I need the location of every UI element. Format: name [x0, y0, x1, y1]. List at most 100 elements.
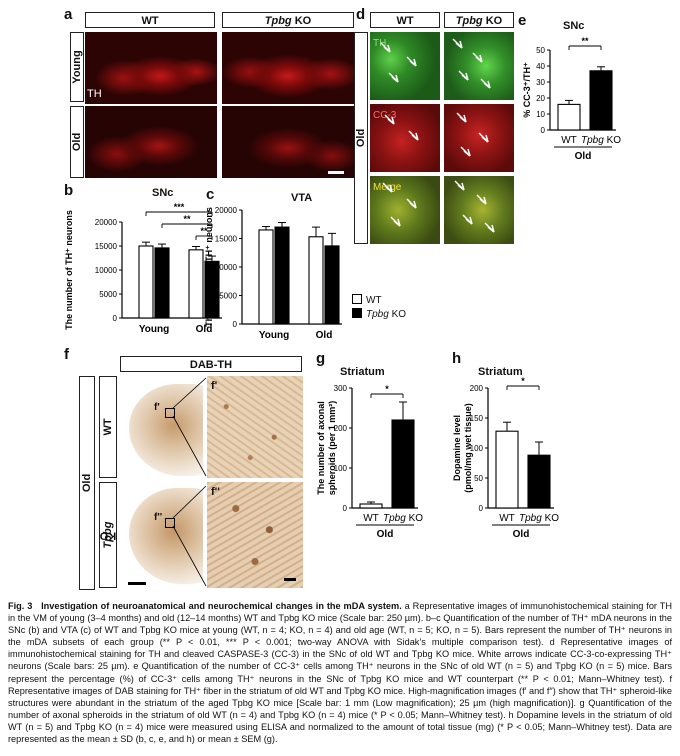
y-axis-label: Dopamine level [452, 415, 462, 481]
arrow-marker [462, 214, 473, 225]
arrow-marker [460, 146, 471, 157]
x-group-label: Old [196, 324, 213, 335]
y-tick-label: 30 [536, 78, 545, 87]
panel-a-row-old: Old [70, 106, 84, 178]
sig-label: ** [200, 226, 208, 236]
y-tick-label: 20 [536, 94, 545, 103]
y-tick-label: 5000 [219, 292, 237, 301]
panel-a-header-wt: WT [85, 12, 215, 28]
dab-ko-low [119, 482, 203, 588]
y-axis-label-2: (pmol/mg wet tissue) [463, 403, 473, 493]
y-axis-label: % CC-3⁺/TH⁺ [522, 62, 532, 118]
panel-e-title: SNc [563, 20, 585, 32]
panel-f-header: DAB-TH [120, 356, 302, 372]
y-tick-label: 0 [541, 126, 546, 135]
roi-box-f1 [165, 408, 175, 418]
bar-ko [391, 419, 415, 509]
arrow-marker [480, 78, 491, 89]
panel-a-stain-label: TH [87, 88, 102, 100]
y-tick-label: 0 [113, 314, 118, 323]
panel-b-title: SNc [152, 187, 174, 199]
panel-h-label: h [452, 350, 462, 367]
bar-wt-young [258, 229, 274, 325]
y-tick-label: 100 [470, 444, 484, 453]
x-tick-label: Tpbg KO [383, 513, 423, 524]
y-tick-label: 15000 [95, 242, 118, 251]
dab-ko-high [207, 482, 303, 588]
y-tick-label: 5000 [99, 290, 117, 299]
y-axis-label: The number of TH⁺ neurons [64, 210, 74, 330]
bar-ko [589, 70, 613, 131]
bar-wt-old [308, 236, 324, 325]
y-tick-label: 100 [334, 464, 348, 473]
x-group-label: Old [316, 330, 333, 341]
figure-caption: Fig. 3 Investigation of neuroanatomical … [8, 600, 672, 745]
x-group-label: Old [513, 529, 530, 540]
x-tick-label: WT [363, 513, 379, 524]
y-tick-label: 10000 [215, 263, 238, 272]
scale-bar-f-high [284, 578, 296, 581]
x-group-label: Young [139, 324, 169, 335]
x-group-label: Old [377, 529, 394, 540]
legend-item-wt: WT [352, 294, 406, 308]
x-tick-label: WT [561, 135, 577, 146]
sig-label: * [521, 376, 525, 386]
y-tick-label: 0 [233, 320, 238, 329]
arrow-marker [384, 114, 395, 125]
sig-label: * [385, 384, 389, 394]
arrow-marker [458, 70, 469, 81]
label-f2-high: f'' [211, 486, 220, 498]
panel-e-label: e [518, 12, 527, 29]
chart-g: 0 100 200 300 WT Tpbg KO Old The number of axon… [316, 384, 423, 540]
y-tick-label: 0 [479, 504, 484, 513]
panel-d-header-ko: Tpbg KO [444, 12, 514, 28]
y-tick-label: 200 [470, 384, 484, 393]
arrow-marker [408, 130, 419, 141]
caption-body: a Representative images of immunohistoch… [8, 601, 672, 745]
arrow-marker [380, 42, 391, 53]
x-group-label: Young [259, 330, 289, 341]
micrograph-a-ko-old [222, 106, 354, 178]
arrow-marker [456, 112, 467, 123]
panel-g-title: Striatum [340, 366, 385, 378]
y-tick-label: 20000 [215, 206, 238, 215]
panel-d-row-old: Old [354, 32, 368, 244]
arrow-marker [452, 38, 463, 49]
arrow-marker [476, 194, 487, 205]
label-th: TH [373, 38, 387, 49]
caption-fig-number: Fig. 3 [8, 601, 33, 611]
caption-title: Investigation of neuroanatomical and neu… [41, 601, 402, 611]
arrow-marker [388, 72, 399, 83]
legend-item-ko: Tpbg KO [352, 308, 406, 322]
panel-a-header-ko: Tpbg KO [222, 12, 354, 28]
micrograph-d-ko-cc3 [444, 104, 514, 172]
x-group-label: Old [575, 151, 592, 162]
bar-ko-young [154, 247, 170, 319]
label-f1-marker: f' [154, 402, 160, 413]
y-tick-label: 40 [536, 62, 545, 71]
bar-ko-old [324, 245, 340, 325]
zoom-lines [172, 377, 207, 587]
y-tick-label: 200 [334, 424, 348, 433]
arrow-marker [472, 52, 483, 63]
chart-h: 0 50 100 150 200 WT Tpbg KO Old Dopamine level (p… [452, 376, 559, 540]
panel-b-label: b [64, 182, 74, 199]
y-tick-label: 50 [536, 46, 545, 55]
panel-f-row-wt: WT [99, 376, 117, 478]
bar-wt-young [138, 245, 154, 319]
chart-e: 0 10 20 30 40 50 WT Tpbg KO Old % CC-3⁺/TH⁺ ** [522, 36, 621, 162]
label-f1-high: f' [211, 380, 218, 392]
y-tick-label: 150 [470, 414, 484, 423]
micrograph-a-ko-young [222, 32, 354, 104]
panel-f-row-old: Old [79, 376, 95, 590]
arrow-marker [406, 56, 417, 67]
arrow-marker [478, 132, 489, 143]
chart-c: 0 5000 10000 15000 20000 Young Old The number o… [204, 206, 342, 341]
arrow-marker [382, 182, 393, 193]
x-tick-label: Tpbg KO [519, 513, 559, 524]
bar-ko [527, 454, 551, 509]
micrograph-a-wt-young [85, 32, 217, 104]
bar-wt [495, 430, 519, 509]
bar-wt [359, 503, 383, 509]
